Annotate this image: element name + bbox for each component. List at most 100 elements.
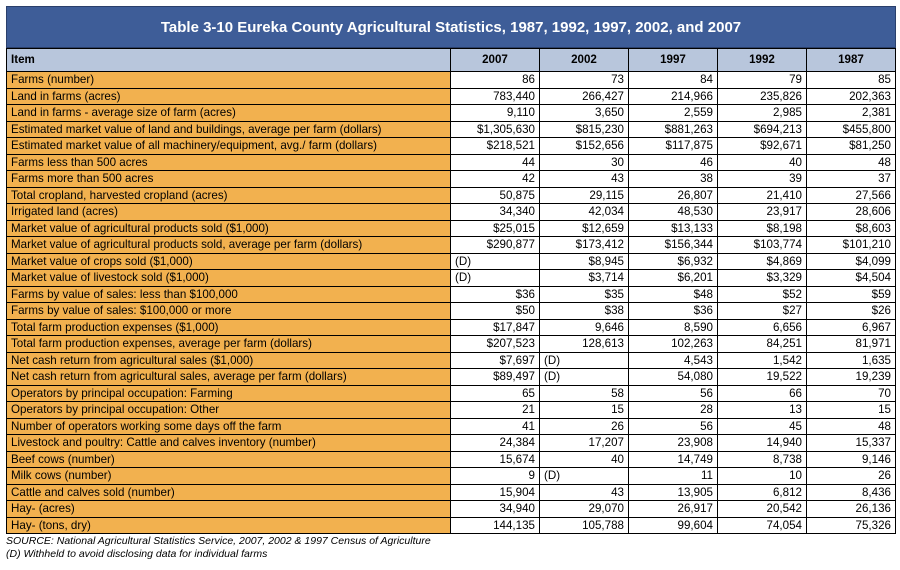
- value-cell: 74,054: [717, 516, 807, 534]
- value-cell: 15,904: [450, 483, 540, 501]
- value-cell: 26,917: [628, 500, 718, 518]
- value-cell: $455,800: [806, 120, 896, 138]
- value-cell: 40: [539, 450, 629, 468]
- row-label: Farms by value of sales: less than $100,…: [6, 285, 451, 303]
- table-row: Hay- (tons, dry) 144,135 105,788 99,604 74,0…: [6, 516, 896, 534]
- table-row: Irrigated land (acres) 34,340 42,034 48,530…: [6, 203, 896, 221]
- value-cell: $13,133: [628, 219, 718, 237]
- value-cell: 8,738: [717, 450, 807, 468]
- value-cell: $173,412: [539, 236, 629, 254]
- value-cell: 26: [539, 417, 629, 435]
- row-label: Number of operators working some days of…: [6, 417, 451, 435]
- value-cell: $7,697: [450, 351, 540, 369]
- value-cell: (D): [450, 269, 540, 287]
- value-cell: $152,656: [539, 137, 629, 155]
- value-cell: 6,656: [717, 318, 807, 336]
- value-cell: 128,613: [539, 335, 629, 353]
- row-label: Estimated market value of all machinery/…: [6, 137, 451, 155]
- value-cell: $6,932: [628, 252, 718, 270]
- table-row: Total farm production expenses ($1,000) $…: [6, 318, 896, 336]
- table-row: Farms by value of sales: $100,000 or mor…: [6, 302, 896, 320]
- row-label: Total farm production expenses, average …: [6, 335, 451, 353]
- row-label: Hay- (tons, dry): [6, 516, 451, 534]
- table-row: Hay- (acres) 34,940 29,070 26,917 20,542 26,1…: [6, 500, 896, 518]
- value-cell: 2,381: [806, 104, 896, 122]
- value-cell: $48: [628, 285, 718, 303]
- value-cell: 30: [539, 153, 629, 171]
- value-cell: 8,436: [806, 483, 896, 501]
- value-cell: 266,427: [539, 87, 629, 105]
- row-label: Beef cows (number): [6, 450, 451, 468]
- value-cell: 73: [539, 71, 629, 89]
- value-cell: $103,774: [717, 236, 807, 254]
- value-cell: $6,201: [628, 269, 718, 287]
- value-cell: $881,263: [628, 120, 718, 138]
- value-cell: 3,650: [539, 104, 629, 122]
- value-cell: 23,917: [717, 203, 807, 221]
- table-row: Estimated market value of all machinery/…: [6, 137, 896, 155]
- value-cell: 14,749: [628, 450, 718, 468]
- value-cell: $36: [628, 302, 718, 320]
- row-label: Land in farms (acres): [6, 87, 451, 105]
- value-cell: 46: [628, 153, 718, 171]
- value-cell: 29,070: [539, 500, 629, 518]
- row-label: Operators by principal occupation: Farmi…: [6, 384, 451, 402]
- table-figure: Table 3-10 Eureka County Agricultural St…: [6, 6, 896, 561]
- table-row: Market value of agricultural products so…: [6, 236, 896, 254]
- value-cell: 15,674: [450, 450, 540, 468]
- value-cell: 43: [539, 170, 629, 188]
- value-cell: 9: [450, 467, 540, 485]
- row-label: Estimated market value of land and build…: [6, 120, 451, 138]
- value-cell: 9,146: [806, 450, 896, 468]
- value-cell: 15,337: [806, 434, 896, 452]
- value-cell: $3,714: [539, 269, 629, 287]
- value-cell: $290,877: [450, 236, 540, 254]
- value-cell: 38: [628, 170, 718, 188]
- table-row: Land in farms - average size of farm (ac…: [6, 104, 896, 122]
- value-cell: 56: [628, 384, 718, 402]
- value-cell: 17,207: [539, 434, 629, 452]
- value-cell: $815,230: [539, 120, 629, 138]
- value-cell: 13: [717, 401, 807, 419]
- value-cell: 21,410: [717, 186, 807, 204]
- value-cell: $218,521: [450, 137, 540, 155]
- value-cell: $207,523: [450, 335, 540, 353]
- value-cell: 20,542: [717, 500, 807, 518]
- value-cell: 43: [539, 483, 629, 501]
- value-cell: 10: [717, 467, 807, 485]
- table-row: Market value of agricultural products so…: [6, 219, 896, 237]
- value-cell: $101,210: [806, 236, 896, 254]
- value-cell: $27: [717, 302, 807, 320]
- value-cell: 66: [717, 384, 807, 402]
- value-cell: $8,198: [717, 219, 807, 237]
- value-cell: (D): [539, 351, 629, 369]
- value-cell: 40: [717, 153, 807, 171]
- row-label: Livestock and poultry: Cattle and calves…: [6, 434, 451, 452]
- row-label: Total cropland, harvested cropland (acre…: [6, 186, 451, 204]
- value-cell: 102,263: [628, 335, 718, 353]
- value-cell: 45: [717, 417, 807, 435]
- value-cell: 13,905: [628, 483, 718, 501]
- value-cell: 34,940: [450, 500, 540, 518]
- row-label: Net cash return from agricultural sales,…: [6, 368, 451, 386]
- value-cell: $26: [806, 302, 896, 320]
- value-cell: $12,659: [539, 219, 629, 237]
- value-cell: 21: [450, 401, 540, 419]
- value-cell: $92,671: [717, 137, 807, 155]
- value-cell: 65: [450, 384, 540, 402]
- value-cell: 75,326: [806, 516, 896, 534]
- value-cell: $3,329: [717, 269, 807, 287]
- value-cell: 202,363: [806, 87, 896, 105]
- value-cell: 214,966: [628, 87, 718, 105]
- agricultural-statistics-table: Item 2007 2002 1997 1992 1987 Farms (num…: [6, 48, 896, 534]
- row-label: Cattle and calves sold (number): [6, 483, 451, 501]
- row-label: Market value of agricultural products so…: [6, 236, 451, 254]
- value-cell: 37: [806, 170, 896, 188]
- source-note: SOURCE: National Agricultural Statistics…: [6, 535, 431, 547]
- value-cell: 50,875: [450, 186, 540, 204]
- value-cell: 4,543: [628, 351, 718, 369]
- value-cell: 2,559: [628, 104, 718, 122]
- column-header-year: 1992: [717, 48, 807, 72]
- value-cell: 783,440: [450, 87, 540, 105]
- value-cell: 56: [628, 417, 718, 435]
